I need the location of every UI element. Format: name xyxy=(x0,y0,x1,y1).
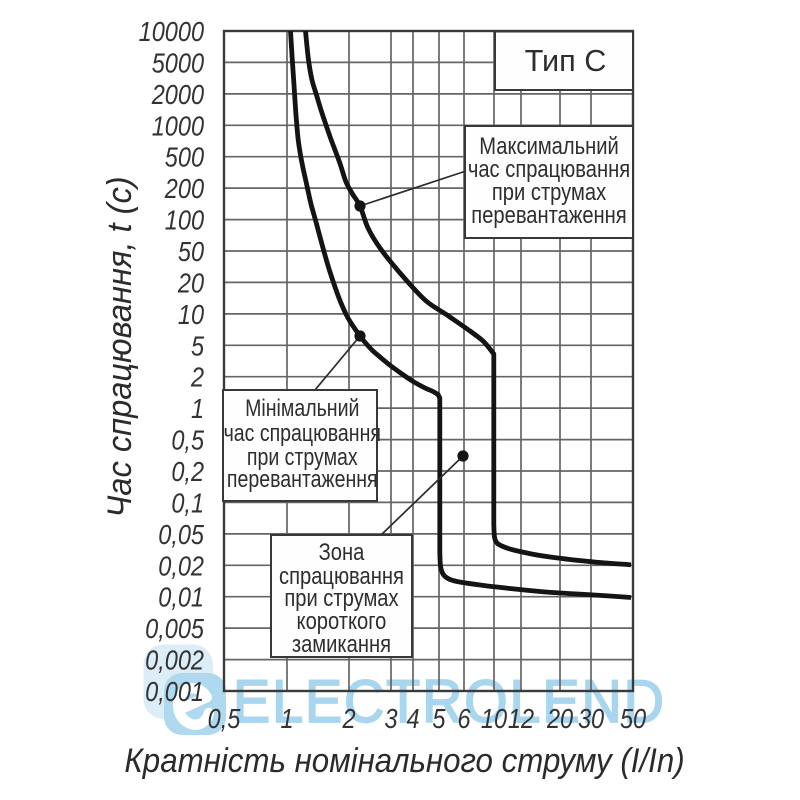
svg-text:Час спрацювання, t (с): Час спрацювання, t (с) xyxy=(101,176,139,517)
svg-text:0,01: 0,01 xyxy=(158,583,204,613)
svg-text:час спрацювання: час спрацювання xyxy=(468,155,630,182)
svg-text:5000: 5000 xyxy=(152,49,205,79)
svg-text:2: 2 xyxy=(342,704,356,734)
svg-text:час спрацювання: час спрацювання xyxy=(224,419,381,446)
svg-text:0,5: 0,5 xyxy=(171,426,204,456)
svg-text:Максимальний: Максимальний xyxy=(479,132,619,159)
svg-text:20: 20 xyxy=(546,704,574,734)
svg-text:6: 6 xyxy=(457,704,471,734)
svg-text:1: 1 xyxy=(280,704,293,734)
svg-text:0,002: 0,002 xyxy=(145,646,204,676)
svg-text:10: 10 xyxy=(178,300,205,330)
svg-text:спрацювання: спрацювання xyxy=(279,562,404,589)
svg-text:20: 20 xyxy=(177,269,205,299)
svg-text:5: 5 xyxy=(191,331,205,361)
svg-text:100: 100 xyxy=(165,206,205,236)
svg-text:Мінімальний: Мінімальний xyxy=(245,394,359,421)
svg-text:0,02: 0,02 xyxy=(158,551,204,581)
svg-text:ELECTROLEND: ELECTROLEND xyxy=(233,669,666,735)
svg-text:Кратність номінального струму: Кратність номінального струму (I/In) xyxy=(124,741,684,780)
svg-text:500: 500 xyxy=(165,143,205,173)
svg-text:при струмах: при струмах xyxy=(247,443,358,470)
svg-text:при струмах: при струмах xyxy=(284,584,398,611)
svg-text:5: 5 xyxy=(432,704,446,734)
svg-text:0,1: 0,1 xyxy=(171,489,204,519)
svg-text:0,5: 0,5 xyxy=(208,704,241,734)
svg-text:перевантаження: перевантаження xyxy=(227,465,378,492)
svg-text:0,2: 0,2 xyxy=(171,457,204,487)
svg-text:2: 2 xyxy=(190,363,204,393)
svg-text:1000: 1000 xyxy=(152,111,205,141)
svg-text:50: 50 xyxy=(178,237,205,267)
svg-text:10: 10 xyxy=(481,704,508,734)
svg-text:1: 1 xyxy=(191,394,204,424)
svg-text:4: 4 xyxy=(406,704,419,734)
svg-text:0,005: 0,005 xyxy=(145,614,204,644)
svg-text:2000: 2000 xyxy=(151,80,205,110)
svg-text:10000: 10000 xyxy=(139,17,205,47)
svg-text:перевантаження: перевантаження xyxy=(471,201,626,228)
svg-text:12: 12 xyxy=(508,704,534,734)
svg-text:0,05: 0,05 xyxy=(158,520,204,550)
svg-text:при струмах: при струмах xyxy=(492,178,606,205)
svg-text:50: 50 xyxy=(620,704,647,734)
svg-text:короткого: короткого xyxy=(297,607,387,634)
svg-text:200: 200 xyxy=(164,174,205,204)
svg-text:0,001: 0,001 xyxy=(145,677,204,707)
svg-text:3: 3 xyxy=(384,704,398,734)
svg-text:Тип С: Тип С xyxy=(525,43,607,78)
svg-text:замикання: замикання xyxy=(292,630,391,657)
svg-text:Зона: Зона xyxy=(319,538,365,565)
svg-text:30: 30 xyxy=(578,704,605,734)
